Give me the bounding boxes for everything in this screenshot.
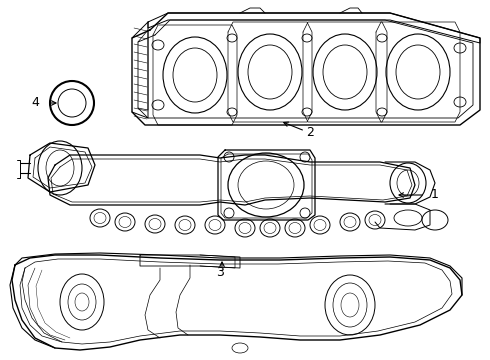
Text: 2: 2 <box>306 126 314 139</box>
Text: 3: 3 <box>216 266 224 279</box>
Text: 4: 4 <box>31 96 39 109</box>
Text: 1: 1 <box>431 189 439 202</box>
